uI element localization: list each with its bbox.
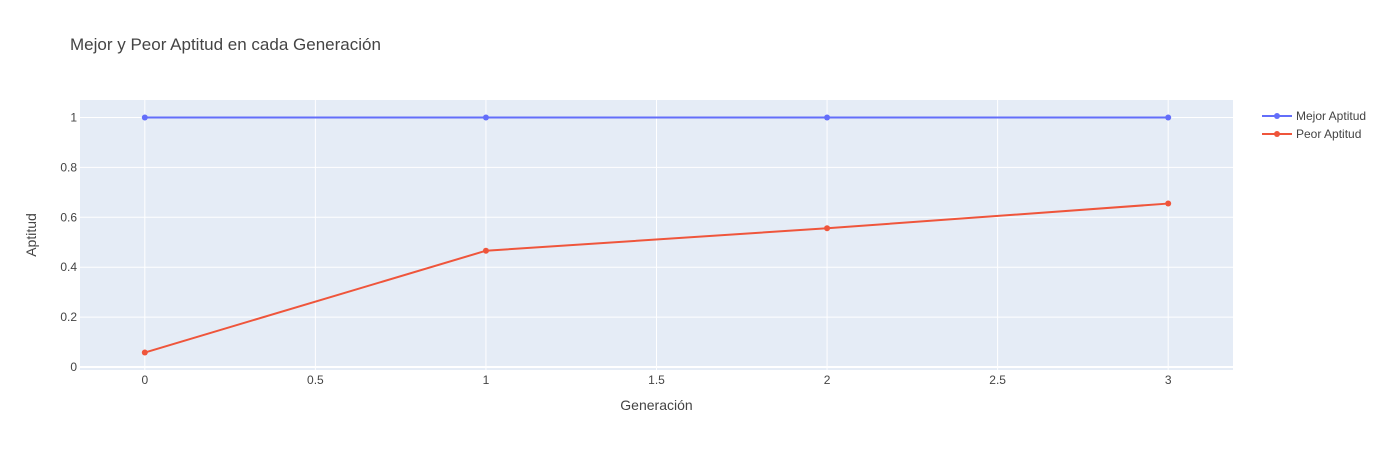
x-tick-label: 2.5: [989, 373, 1006, 387]
series-mejor-aptitud: [141, 114, 1172, 121]
x-tick-label: 0: [141, 373, 148, 387]
legend-label: Mejor Aptitud: [1296, 109, 1366, 123]
series-peor-aptitud: [141, 200, 1172, 356]
data-point: [824, 114, 831, 121]
legend-item[interactable]: Peor Aptitud: [1262, 127, 1361, 141]
data-point: [141, 114, 148, 121]
data-point: [1165, 114, 1172, 121]
y-axis-title: Aptitud: [23, 213, 39, 257]
y-tick-label: 0.6: [60, 210, 77, 224]
legend-item[interactable]: Mejor Aptitud: [1262, 109, 1366, 123]
legend-label: Peor Aptitud: [1296, 127, 1361, 141]
y-tick-label: 0.2: [60, 310, 77, 324]
x-tick-label: 0.5: [307, 373, 324, 387]
y-tick-label: 0: [70, 360, 77, 374]
x-axis-ticks: 0 0.5 1 1.5 2 2.5 3: [141, 373, 1171, 387]
x-tick-label: 1: [483, 373, 490, 387]
series-layer: [141, 114, 1172, 356]
grid: [80, 100, 1233, 370]
x-axis-title: Generación: [620, 397, 692, 413]
y-axis-ticks: 0 0.2 0.4 0.6 0.8 1: [60, 110, 77, 374]
legend[interactable]: Mejor Aptitud Peor Aptitud: [1262, 109, 1366, 141]
y-tick-label: 0.8: [60, 160, 77, 174]
x-tick-label: 3: [1165, 373, 1172, 387]
x-tick-label: 1.5: [648, 373, 665, 387]
y-tick-label: 0.4: [60, 260, 77, 274]
data-point: [824, 225, 831, 232]
legend-marker: [1274, 113, 1280, 119]
legend-marker: [1274, 131, 1280, 137]
data-point: [1165, 200, 1172, 207]
data-point: [482, 247, 489, 254]
x-tick-label: 2: [824, 373, 831, 387]
data-point: [141, 349, 148, 356]
series-line: [144, 202, 1169, 354]
chart-title: Mejor y Peor Aptitud en cada Generación: [70, 35, 381, 54]
data-point: [482, 114, 489, 121]
y-tick-label: 1: [70, 110, 77, 124]
